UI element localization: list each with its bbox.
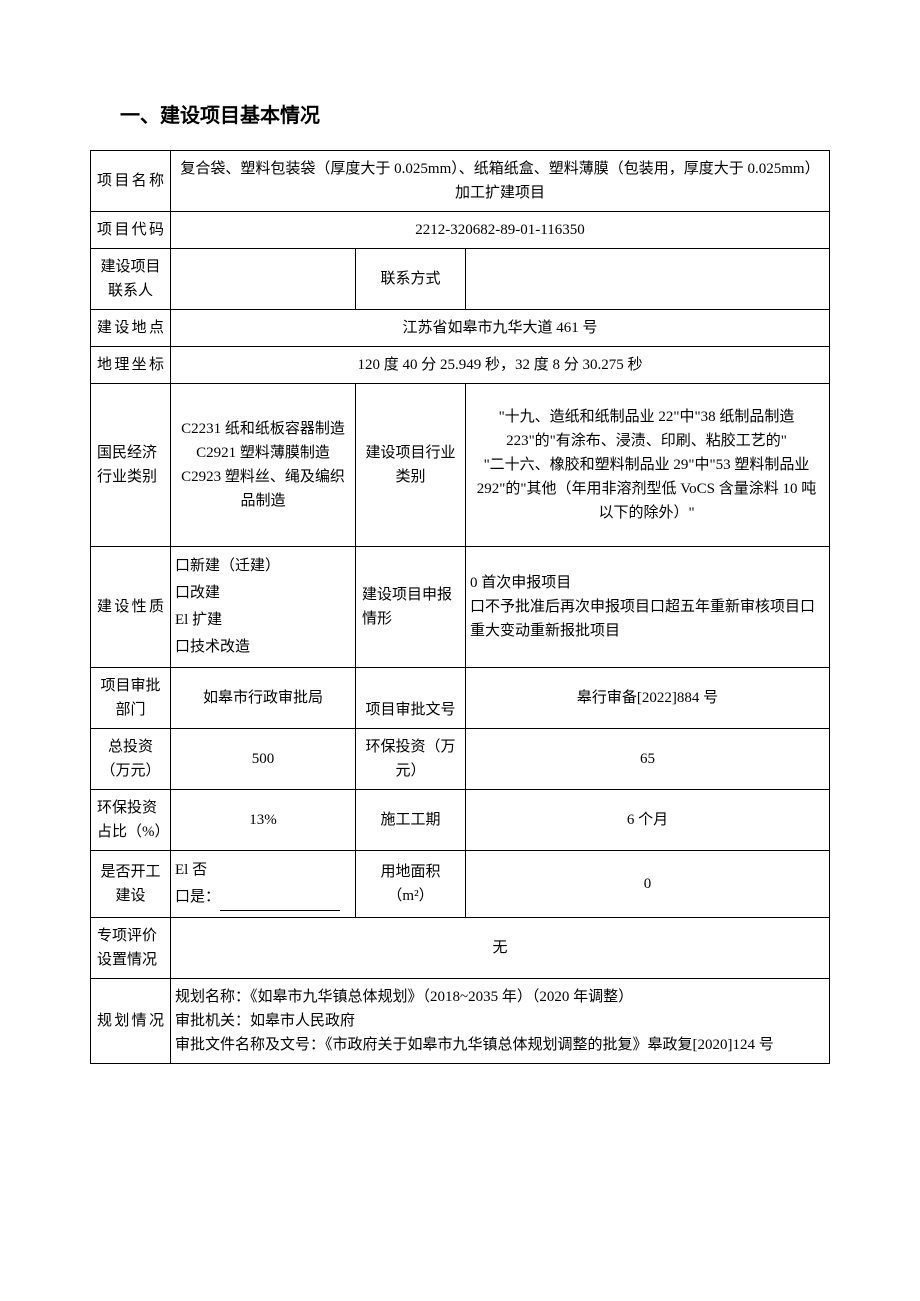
value-land-area: 0: [466, 851, 830, 918]
opt-started-no: El 否: [175, 857, 349, 884]
opt-tech: 口技术改造: [175, 634, 349, 661]
opt-started-yes: 口是：: [175, 884, 349, 911]
value-env-invest: 65: [466, 729, 830, 790]
row-total-invest: 总投资（万元） 500 环保投资（万元） 65: [91, 729, 830, 790]
label-location: 建设地点: [91, 310, 171, 347]
label-approve-dept: 项目审批部门: [91, 668, 171, 729]
row-project-code: 项目代码 2212-320682-89-01-116350: [91, 212, 830, 249]
planning-line2: 审批机关：如皋市人民政府: [175, 1009, 823, 1033]
value-approve-no: 皋行审备[2022]884 号: [466, 668, 830, 729]
value-contact-person: [171, 249, 356, 310]
label-special-eval: 专项评价设置情况: [91, 918, 171, 979]
opt-new: 口新建（迁建）: [175, 553, 349, 580]
value-env-ratio: 13%: [171, 790, 356, 851]
value-duration: 6 个月: [466, 790, 830, 851]
value-project-name: 复合袋、塑料包装袋（厚度大于 0.025mm）、纸箱纸盒、塑料薄膜（包装用，厚度…: [171, 151, 830, 212]
row-contact: 建设项目联系人 联系方式: [91, 249, 830, 310]
label-contact-person: 建设项目联系人: [91, 249, 171, 310]
row-geo: 地理坐标 120 度 40 分 25.949 秒，32 度 8 分 30.275…: [91, 347, 830, 384]
value-build-nature2: 0 首次申报项目 口不予批准后再次申报项目口超五年重新审核项目口重大变动重新报批…: [466, 547, 830, 668]
value-contact-method: [466, 249, 830, 310]
label-planning: 规划情况: [91, 979, 171, 1064]
label-build-nature2: 建设项目申报情形: [356, 547, 466, 668]
opt-expand: El 扩建: [175, 607, 349, 634]
label-env-invest: 环保投资（万元）: [356, 729, 466, 790]
value-total-invest: 500: [171, 729, 356, 790]
label-geo: 地理坐标: [91, 347, 171, 384]
row-env-ratio: 环保投资占比（%） 13% 施工工期 6 个月: [91, 790, 830, 851]
value-econ-class2: "十九、造纸和纸制品业 22"中"38 纸制品制造 223"的"有涂布、浸渍、印…: [466, 384, 830, 547]
project-info-table: 项目名称 复合袋、塑料包装袋（厚度大于 0.025mm）、纸箱纸盒、塑料薄膜（包…: [90, 150, 830, 1064]
label-total-invest: 总投资（万元）: [91, 729, 171, 790]
row-econ-class: 国民经济行业类别 C2231 纸和纸板容器制造 C2921 塑料薄膜制造 C29…: [91, 384, 830, 547]
row-started: 是否开工建设 El 否 口是： 用地面积（m²） 0: [91, 851, 830, 918]
value-project-code: 2212-320682-89-01-116350: [171, 212, 830, 249]
label-contact-method: 联系方式: [356, 249, 466, 310]
label-project-name: 项目名称: [91, 151, 171, 212]
value-build-nature: 口新建（迁建） 口改建 El 扩建 口技术改造: [171, 547, 356, 668]
label-started: 是否开工建设: [91, 851, 171, 918]
opt-rebuild: 口改建: [175, 580, 349, 607]
section-title: 一、建设项目基本情况: [120, 100, 830, 132]
planning-line1: 规划名称：《如皋市九华镇总体规划》（2018~2035 年）（2020 年调整）: [175, 985, 823, 1009]
value-location: 江苏省如皋市九华大道 461 号: [171, 310, 830, 347]
value-geo: 120 度 40 分 25.949 秒，32 度 8 分 30.275 秒: [171, 347, 830, 384]
label-build-nature: 建设性质: [91, 547, 171, 668]
value-started: El 否 口是：: [171, 851, 356, 918]
row-planning: 规划情况 规划名称：《如皋市九华镇总体规划》（2018~2035 年）（2020…: [91, 979, 830, 1064]
row-special-eval: 专项评价设置情况 无: [91, 918, 830, 979]
label-project-code: 项目代码: [91, 212, 171, 249]
label-land-area: 用地面积（m²）: [356, 851, 466, 918]
row-build-nature: 建设性质 口新建（迁建） 口改建 El 扩建 口技术改造 建设项目申报情形 0 …: [91, 547, 830, 668]
label-duration: 施工工期: [356, 790, 466, 851]
value-econ-class: C2231 纸和纸板容器制造 C2921 塑料薄膜制造 C2923 塑料丝、绳及…: [171, 384, 356, 547]
label-approve-no: 项目审批文号: [356, 668, 466, 729]
value-special-eval: 无: [171, 918, 830, 979]
value-approve-dept: 如皋市行政审批局: [171, 668, 356, 729]
value-planning: 规划名称：《如皋市九华镇总体规划》（2018~2035 年）（2020 年调整）…: [171, 979, 830, 1064]
row-location: 建设地点 江苏省如皋市九华大道 461 号: [91, 310, 830, 347]
label-econ-class2: 建设项目行业类别: [356, 384, 466, 547]
row-project-name: 项目名称 复合袋、塑料包装袋（厚度大于 0.025mm）、纸箱纸盒、塑料薄膜（包…: [91, 151, 830, 212]
label-env-ratio: 环保投资占比（%）: [91, 790, 171, 851]
planning-line3: 审批文件名称及文号：《市政府关于如皋市九华镇总体规划调整的批复》皋政复[2020…: [175, 1033, 823, 1057]
row-approve-dept: 项目审批部门 如皋市行政审批局 项目审批文号 皋行审备[2022]884 号: [91, 668, 830, 729]
label-econ-class: 国民经济行业类别: [91, 384, 171, 547]
